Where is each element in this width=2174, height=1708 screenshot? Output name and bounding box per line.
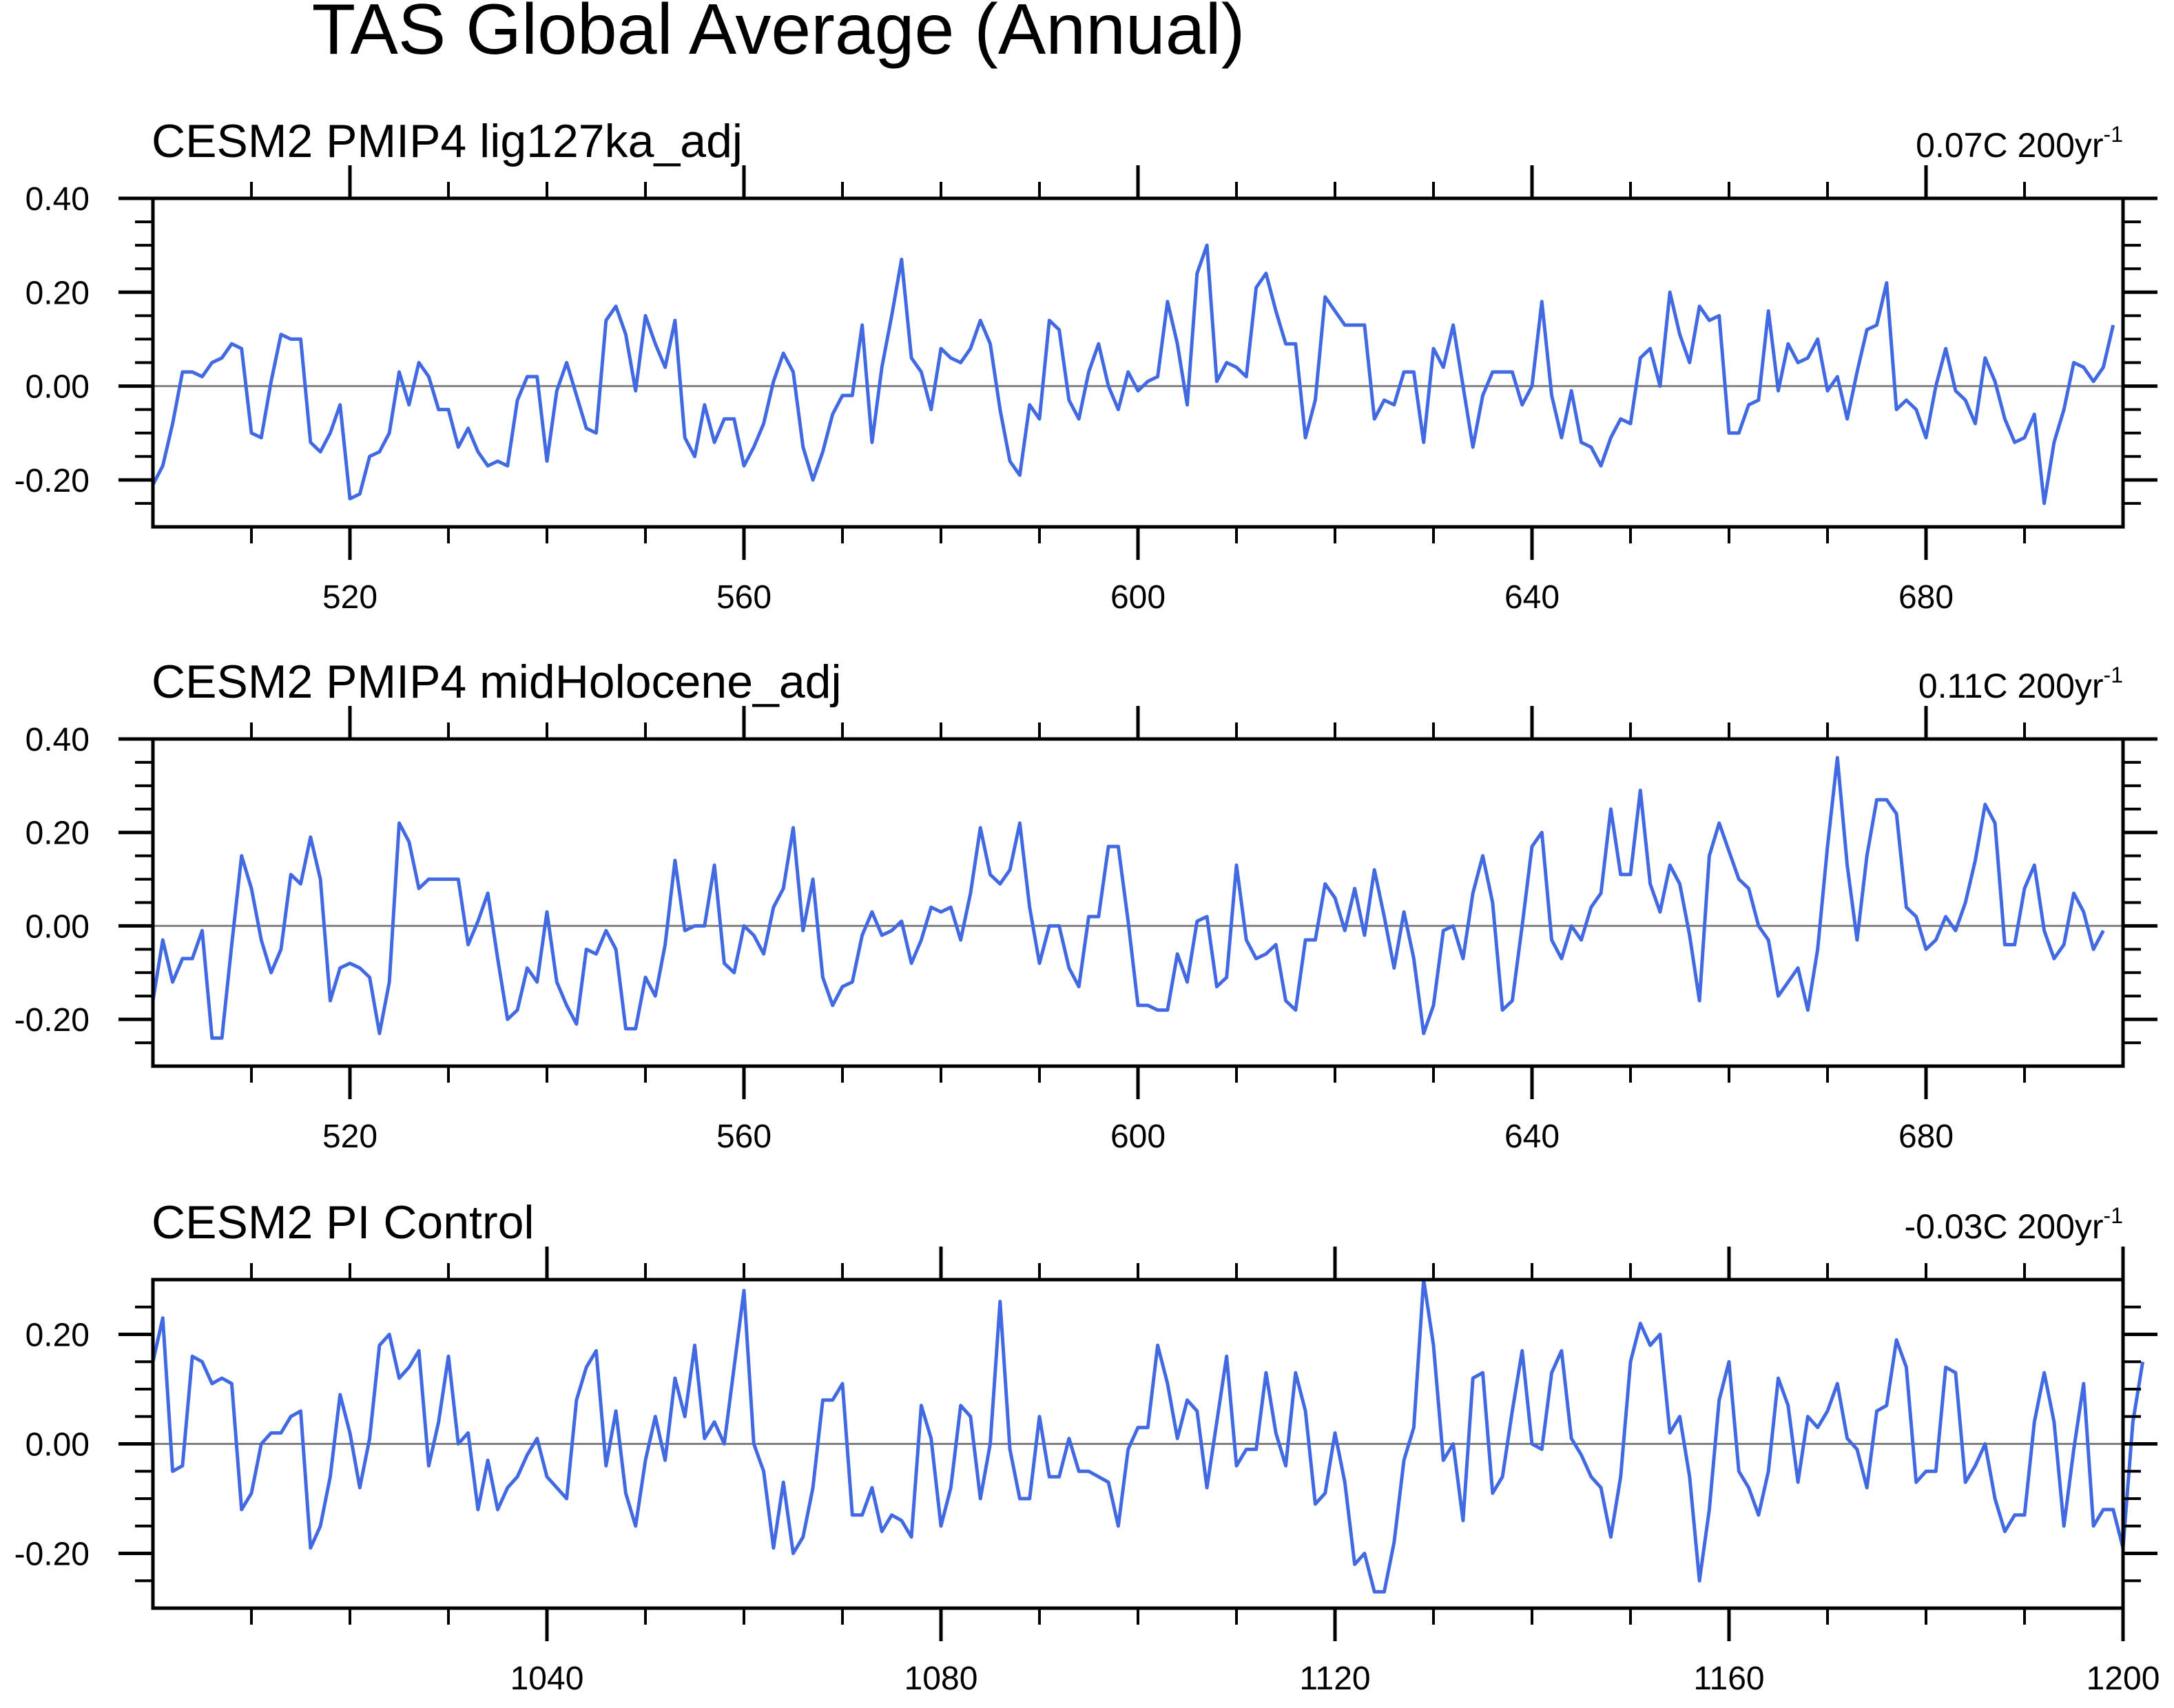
panel-2: CESM2 PMIP4 midHolocene_adj 0.11C 200yr-1… (14, 656, 2157, 1155)
plot-frame (151, 737, 2125, 1068)
x-tick-label: 640 (1504, 1118, 1560, 1155)
panel-3: CESM2 PI Control -0.03C 200yr-1 1040 1080 11… (14, 1196, 2160, 1697)
figure-title: TAS Global Average (Annual) (312, 0, 1245, 70)
plot-frame (151, 196, 2125, 529)
x-tick-label: 1040 (510, 1660, 584, 1697)
x-tick-label: 1160 (1693, 1660, 1764, 1697)
y-tick-label: 0.40 (25, 722, 90, 758)
x-tick-label: 560 (716, 579, 772, 616)
series-line (151, 756, 2105, 1040)
x-tick-label: 680 (1898, 579, 1954, 616)
trend-exponent: -1 (2104, 1203, 2123, 1228)
y-tick-label: 0.00 (25, 369, 90, 406)
trend-exponent: -1 (2104, 122, 2123, 147)
panel-1: CESM2 PMIP4 lig127ka_adj 0.07C 200yr-1 520… (14, 115, 2157, 616)
y-tick-label: 0.00 (25, 908, 90, 945)
x-tick-label: 1120 (1299, 1660, 1370, 1697)
panel-title: CESM2 PMIP4 lig127ka_adj (152, 115, 743, 167)
x-tick-label: 680 (1898, 1118, 1954, 1155)
x-tick-label: 1080 (904, 1660, 978, 1697)
panel-title: CESM2 PI Control (152, 1196, 535, 1249)
x-tick-label: 1200 (2087, 1660, 2160, 1697)
trend-label: 0.11C 200yr-1 (1918, 663, 2123, 705)
x-tick-label: 600 (1110, 1118, 1166, 1155)
y-tick-label: 0.20 (25, 815, 90, 852)
x-tick-label: 560 (716, 1118, 772, 1155)
trend-label: -0.03C 200yr-1 (1905, 1203, 2124, 1246)
x-tick-label: 640 (1504, 579, 1560, 616)
y-tick-label: 0.20 (25, 1318, 90, 1354)
trend-value: 0.07C 200yr (1916, 126, 2103, 165)
series-line (151, 1278, 2145, 1594)
panel-title: CESM2 PMIP4 midHolocene_adj (152, 656, 842, 708)
y-tick-label: 0.00 (25, 1427, 90, 1464)
x-tick-label: 520 (322, 1118, 377, 1155)
series-line (151, 243, 2115, 506)
x-tick-label: 600 (1110, 579, 1166, 616)
y-tick-label: -0.20 (14, 1002, 90, 1039)
x-tick-label: 520 (322, 579, 377, 616)
trend-exponent: -1 (2104, 663, 2123, 687)
y-tick-label: -0.20 (14, 1537, 90, 1573)
trend-value: 0.11C 200yr (1918, 667, 2104, 705)
y-tick-label: 0.40 (25, 181, 90, 218)
trend-label: 0.07C 200yr-1 (1916, 122, 2123, 165)
y-tick-label: 0.20 (25, 275, 90, 311)
y-tick-label: -0.20 (14, 463, 90, 499)
trend-value: -0.03C 200yr (1905, 1207, 2104, 1246)
